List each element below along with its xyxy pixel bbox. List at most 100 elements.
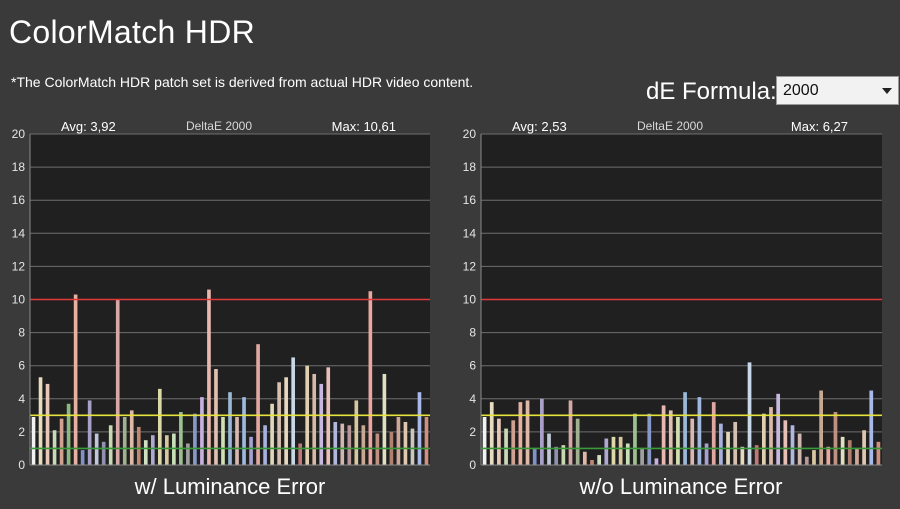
y-tick-label: 2 [18, 425, 25, 439]
bar [249, 436, 253, 465]
bar [221, 417, 225, 465]
bar [540, 398, 544, 465]
bar [862, 430, 866, 465]
bar [368, 291, 373, 465]
bar [228, 392, 232, 465]
bar [633, 413, 637, 465]
bar [165, 435, 169, 465]
bar [640, 448, 644, 465]
bar [876, 441, 881, 465]
bar [375, 433, 380, 465]
y-tick-label: 8 [18, 326, 25, 340]
bar [618, 436, 623, 465]
bar [668, 410, 673, 465]
y-tick-label: 16 [12, 193, 26, 207]
bar [284, 377, 288, 465]
bar [129, 410, 134, 465]
bar [733, 421, 738, 465]
bar [740, 446, 745, 465]
bar [783, 420, 788, 465]
bar [80, 450, 85, 465]
bar [143, 440, 148, 465]
bar [754, 445, 759, 465]
bar [804, 456, 809, 465]
bar [94, 433, 99, 465]
bar [532, 448, 537, 465]
bar [172, 433, 176, 465]
bar [150, 435, 155, 465]
bar [108, 425, 113, 465]
bar [417, 392, 422, 465]
bar [207, 289, 211, 465]
y-tick-label: 2 [469, 425, 476, 439]
bar [45, 383, 50, 465]
bar [747, 362, 752, 465]
bar [38, 377, 43, 465]
bar [66, 403, 71, 465]
bar [776, 393, 781, 465]
y-tick-label: 10 [463, 293, 477, 307]
bar [561, 445, 566, 465]
avg-label: Avg: 3,92 [61, 119, 116, 134]
bar [769, 407, 773, 465]
bar [52, 430, 57, 465]
bar [298, 443, 302, 465]
bar [136, 426, 141, 465]
bar [525, 400, 530, 465]
bar [568, 400, 573, 465]
bar [518, 402, 523, 465]
bar [547, 433, 551, 465]
chevron-down-icon [882, 88, 892, 94]
bar [333, 421, 338, 465]
bar [235, 417, 239, 465]
bar [582, 451, 587, 465]
max-label: Max: 6,27 [791, 119, 848, 134]
bar [554, 446, 559, 465]
bar [704, 443, 709, 465]
y-tick-label: 4 [469, 392, 476, 406]
bar [819, 390, 823, 465]
chart-title: DeltaE 2000 [186, 119, 252, 133]
bar [326, 367, 331, 465]
y-tick-label: 4 [18, 392, 25, 406]
bar [690, 418, 695, 465]
y-tick-label: 18 [463, 160, 477, 174]
bar [256, 344, 260, 465]
de-formula-dropdown[interactable]: 2000 [776, 76, 899, 105]
chart-left: 0 2 4 6 8 10 12 14 16 18 20 Avg: 3,92 DeltaE 2000 Max… [12, 119, 430, 472]
y-tick-label: 10 [12, 293, 26, 307]
bar [840, 436, 845, 465]
bar [683, 392, 687, 465]
y-tick-label: 14 [12, 226, 26, 240]
y-tick-label: 12 [12, 259, 26, 273]
bar [654, 458, 659, 465]
bar [511, 420, 516, 465]
bar [597, 455, 602, 465]
bar [319, 383, 324, 465]
bar [403, 421, 408, 465]
bar [833, 412, 838, 465]
bar [424, 417, 429, 465]
y-tick-label: 0 [469, 458, 476, 472]
bar [263, 425, 267, 465]
bar [590, 460, 594, 465]
bar [242, 397, 246, 465]
bar [382, 373, 387, 465]
bar [826, 446, 831, 465]
bar [719, 423, 723, 465]
page-subtitle: *The ColorMatch HDR patch set is derived… [11, 74, 474, 90]
chart-right-caption: w/o Luminance Error [579, 474, 783, 499]
bar [200, 397, 204, 465]
chart-title: DeltaE 2000 [637, 119, 703, 133]
bar [193, 413, 197, 465]
y-tick-label: 20 [463, 127, 477, 141]
bar [179, 412, 183, 465]
bar [489, 402, 494, 465]
y-tick-label: 12 [463, 259, 477, 273]
chart-left-caption: w/ Luminance Error [134, 474, 326, 499]
y-tick-label: 6 [18, 359, 25, 373]
bar [611, 436, 616, 465]
bar [790, 425, 795, 465]
y-tick-label: 0 [18, 458, 25, 472]
